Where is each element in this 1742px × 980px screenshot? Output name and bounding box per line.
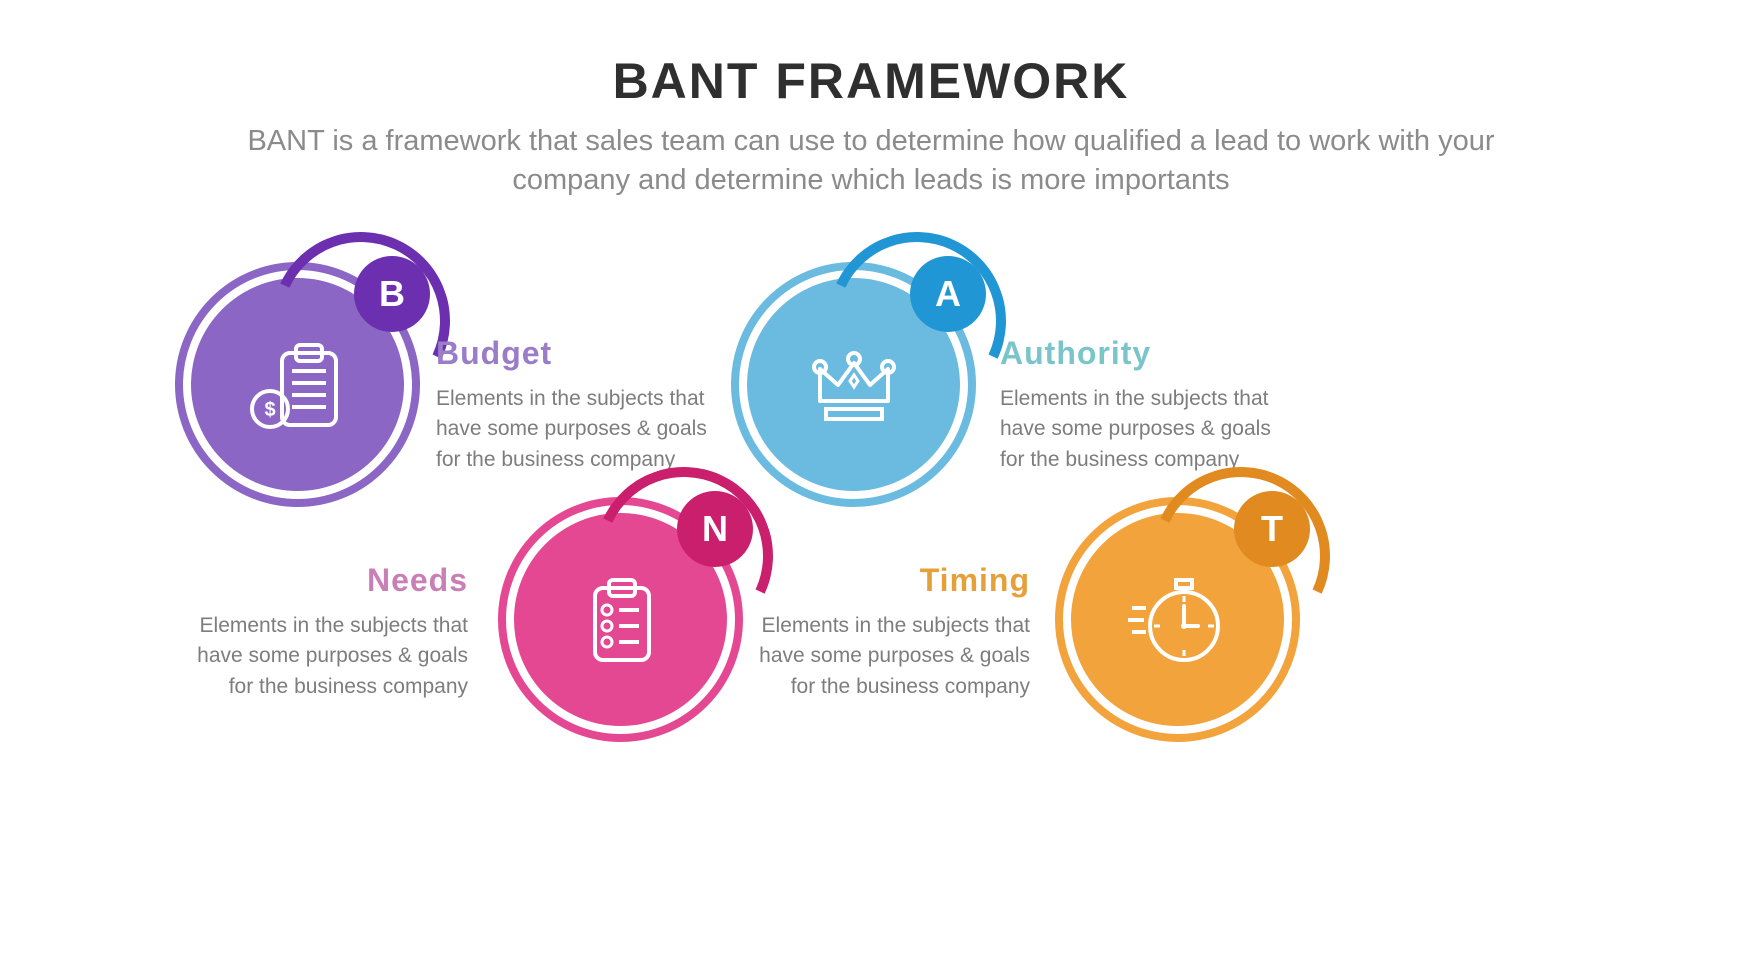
needs-title: Needs — [168, 562, 468, 599]
timing-circle: T — [1055, 497, 1300, 742]
timing-desc: Elements in the subjects that have some … — [730, 611, 1030, 702]
authority-title: Authority — [1000, 335, 1300, 372]
authority-circle: A — [731, 262, 976, 507]
timing-text: Timing Elements in the subjects that have… — [730, 562, 1030, 702]
page-subtitle: BANT is a framework that sales team can … — [231, 122, 1511, 200]
needs-circle: N — [498, 497, 743, 742]
needs-text: Needs Elements in the subjects that have … — [168, 562, 468, 702]
needs-desc: Elements in the subjects that have some … — [168, 611, 468, 702]
page-title: BANT FRAMEWORK — [0, 52, 1742, 110]
timing-title: Timing — [730, 562, 1030, 599]
timing-badge: T — [1234, 491, 1310, 567]
budget-text: Budget Elements in the subjects that have… — [436, 335, 736, 475]
budget-desc: Elements in the subjects that have some … — [436, 384, 736, 475]
authority-desc: Elements in the subjects that have some … — [1000, 384, 1300, 475]
needs-badge: N — [677, 491, 753, 567]
budget-circle: B — [175, 262, 420, 507]
authority-text: Authority Elements in the subjects that h… — [1000, 335, 1300, 475]
budget-title: Budget — [436, 335, 736, 372]
budget-badge: B — [354, 256, 430, 332]
authority-badge: A — [910, 256, 986, 332]
